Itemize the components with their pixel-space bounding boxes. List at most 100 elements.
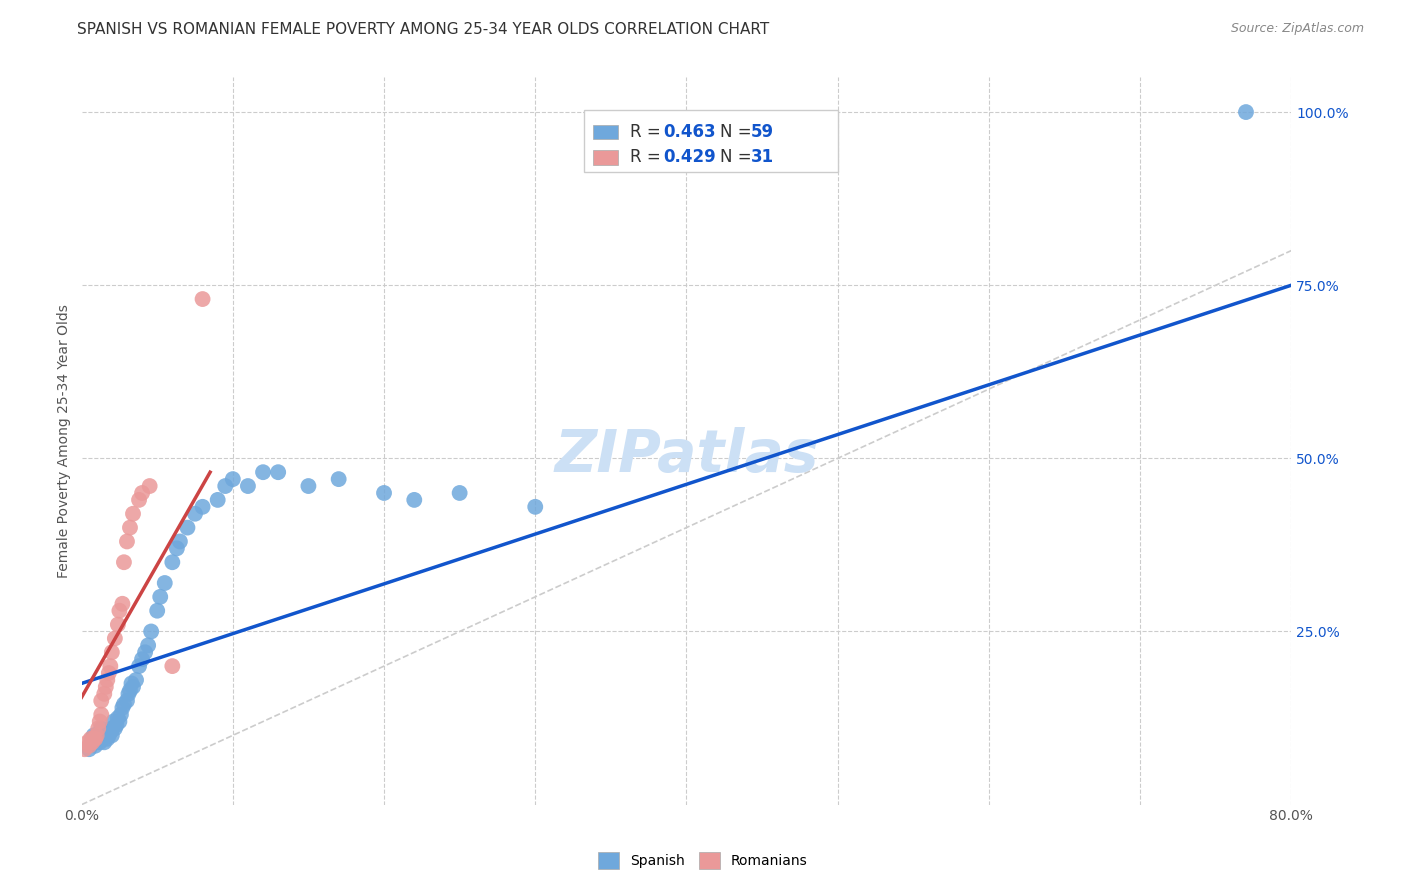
- Point: [110, 707, 132, 722]
- FancyBboxPatch shape: [593, 150, 617, 165]
- Point: [89, 735, 111, 749]
- Point: [79, 731, 101, 746]
- Text: R =: R =: [630, 148, 665, 167]
- Point: [86, 728, 108, 742]
- Point: [169, 534, 191, 549]
- Point: [153, 576, 176, 591]
- Point: [90, 707, 112, 722]
- Point: [146, 604, 169, 618]
- Point: [86, 728, 108, 742]
- Point: [207, 492, 229, 507]
- Point: [449, 486, 471, 500]
- Point: [90, 694, 112, 708]
- Point: [115, 694, 138, 708]
- Text: 31: 31: [751, 148, 773, 167]
- Point: [297, 479, 319, 493]
- Point: [94, 725, 117, 739]
- Point: [141, 624, 163, 639]
- Point: [328, 472, 350, 486]
- Text: N =: N =: [720, 148, 758, 167]
- Point: [128, 659, 150, 673]
- Point: [112, 555, 135, 569]
- Point: [93, 728, 115, 742]
- Point: [94, 680, 117, 694]
- Point: [111, 597, 134, 611]
- Point: [82, 731, 104, 746]
- Point: [524, 500, 547, 514]
- Point: [83, 728, 105, 742]
- Point: [91, 731, 114, 746]
- Point: [373, 486, 395, 500]
- Text: N =: N =: [720, 123, 758, 141]
- Point: [108, 604, 131, 618]
- Point: [101, 645, 124, 659]
- Text: 59: 59: [751, 123, 773, 141]
- Point: [101, 728, 124, 742]
- Point: [97, 666, 120, 681]
- Text: R =: R =: [630, 123, 665, 141]
- Point: [104, 632, 127, 646]
- Point: [89, 714, 111, 729]
- Point: [83, 731, 105, 746]
- Point: [131, 652, 153, 666]
- Point: [82, 735, 104, 749]
- Point: [76, 735, 98, 749]
- FancyBboxPatch shape: [593, 125, 617, 139]
- Point: [184, 507, 207, 521]
- Point: [162, 555, 184, 569]
- Point: [404, 492, 426, 507]
- Point: [111, 700, 134, 714]
- Point: [121, 676, 143, 690]
- Point: [125, 673, 148, 687]
- Text: 0.429: 0.429: [664, 148, 716, 167]
- Point: [90, 722, 112, 736]
- Point: [118, 520, 141, 534]
- Point: [98, 659, 121, 673]
- Point: [214, 479, 236, 493]
- Point: [77, 739, 100, 753]
- Point: [108, 714, 131, 729]
- Point: [252, 465, 274, 479]
- Point: [267, 465, 290, 479]
- Point: [222, 472, 245, 486]
- Point: [149, 590, 172, 604]
- Point: [166, 541, 188, 556]
- Point: [105, 718, 128, 732]
- Point: [136, 638, 159, 652]
- Point: [98, 725, 121, 739]
- Point: [87, 722, 110, 736]
- Point: [117, 687, 139, 701]
- Point: [191, 500, 214, 514]
- Point: [96, 673, 118, 687]
- Point: [138, 479, 160, 493]
- Point: [86, 735, 108, 749]
- Point: [93, 735, 115, 749]
- FancyBboxPatch shape: [583, 111, 838, 172]
- Point: [107, 617, 129, 632]
- Point: [103, 714, 125, 729]
- Point: [84, 731, 107, 746]
- Point: [73, 742, 96, 756]
- Point: [115, 534, 138, 549]
- Point: [131, 486, 153, 500]
- Point: [84, 739, 107, 753]
- Point: [122, 680, 145, 694]
- Point: [176, 520, 198, 534]
- Text: 0.463: 0.463: [664, 123, 716, 141]
- Point: [101, 722, 124, 736]
- Point: [96, 731, 118, 746]
- Point: [77, 742, 100, 756]
- Text: ZIPatlas: ZIPatlas: [554, 427, 818, 484]
- Point: [104, 722, 127, 736]
- Text: SPANISH VS ROMANIAN FEMALE POVERTY AMONG 25-34 YEAR OLDS CORRELATION CHART: SPANISH VS ROMANIAN FEMALE POVERTY AMONG…: [77, 22, 769, 37]
- Point: [128, 492, 150, 507]
- Text: Source: ZipAtlas.com: Source: ZipAtlas.com: [1230, 22, 1364, 36]
- Y-axis label: Female Poverty Among 25-34 Year Olds: Female Poverty Among 25-34 Year Olds: [58, 304, 72, 578]
- Point: [134, 645, 156, 659]
- Point: [90, 725, 112, 739]
- Point: [112, 697, 135, 711]
- Point: [118, 683, 141, 698]
- Point: [97, 728, 120, 742]
- Point: [162, 659, 184, 673]
- Point: [236, 479, 259, 493]
